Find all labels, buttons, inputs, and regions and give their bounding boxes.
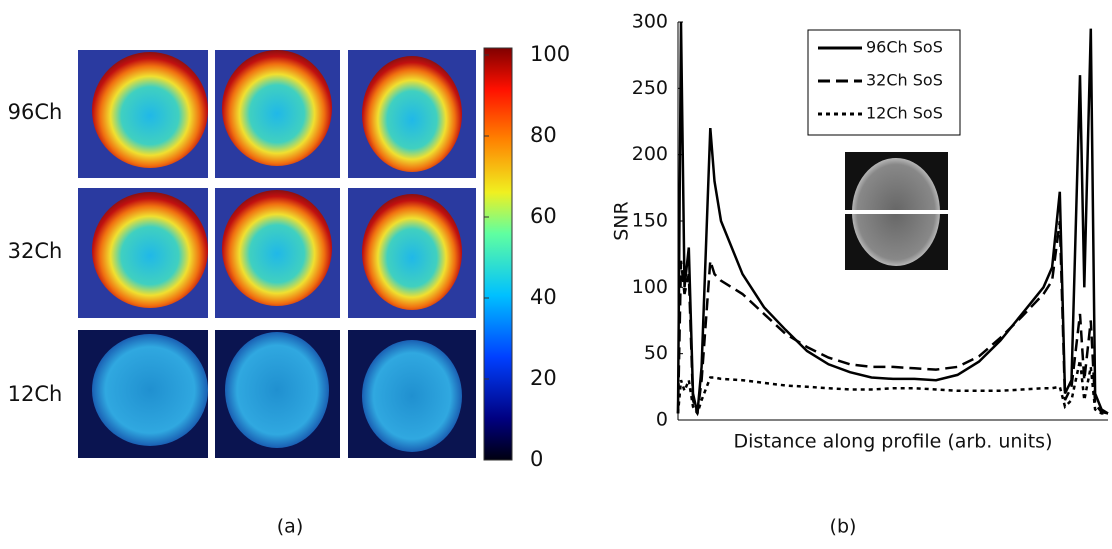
mri-image xyxy=(222,190,332,306)
mri-image xyxy=(92,334,208,446)
row-label: 32Ch xyxy=(8,239,63,263)
mri-image xyxy=(362,340,462,452)
caption: (a) xyxy=(277,516,303,538)
y-axis-label: SNR xyxy=(611,201,633,240)
y-tick-label: 300 xyxy=(632,11,668,33)
mri-image xyxy=(225,332,329,448)
colorbar-tick-label: 0 xyxy=(530,447,543,471)
y-tick-label: 250 xyxy=(632,77,668,99)
legend-label: 96Ch SoS xyxy=(866,38,943,57)
mri-image xyxy=(92,192,208,308)
row-label: 96Ch xyxy=(8,100,63,124)
colorbar-tick-label: 20 xyxy=(530,366,557,390)
y-tick-label: 150 xyxy=(632,210,668,232)
series-line xyxy=(676,220,1109,415)
mri-image xyxy=(92,52,208,168)
colorbar xyxy=(483,47,513,461)
y-tick-label: 100 xyxy=(632,276,668,298)
colorbar-tick-label: 100 xyxy=(530,42,570,66)
x-axis-label: Distance along profile (arb. units) xyxy=(734,431,1053,453)
mri-image xyxy=(362,56,462,172)
mri-image xyxy=(362,194,462,310)
series-line xyxy=(676,21,1109,415)
legend-label: 32Ch SoS xyxy=(866,71,943,90)
mri-grid xyxy=(78,50,476,458)
y-tick-label: 200 xyxy=(632,143,668,165)
caption: (b) xyxy=(830,516,857,538)
row-label: 12Ch xyxy=(8,382,63,406)
series-line xyxy=(676,360,1108,417)
colorbar-tick-label: 40 xyxy=(530,285,557,309)
colorbar-tick-label: 80 xyxy=(530,123,557,147)
legend-label: 12Ch SoS xyxy=(866,104,943,123)
mri-image xyxy=(222,50,332,166)
y-tick-label: 0 xyxy=(656,409,668,431)
colorbar-tick-label: 60 xyxy=(530,204,557,228)
y-tick-label: 50 xyxy=(644,342,668,364)
